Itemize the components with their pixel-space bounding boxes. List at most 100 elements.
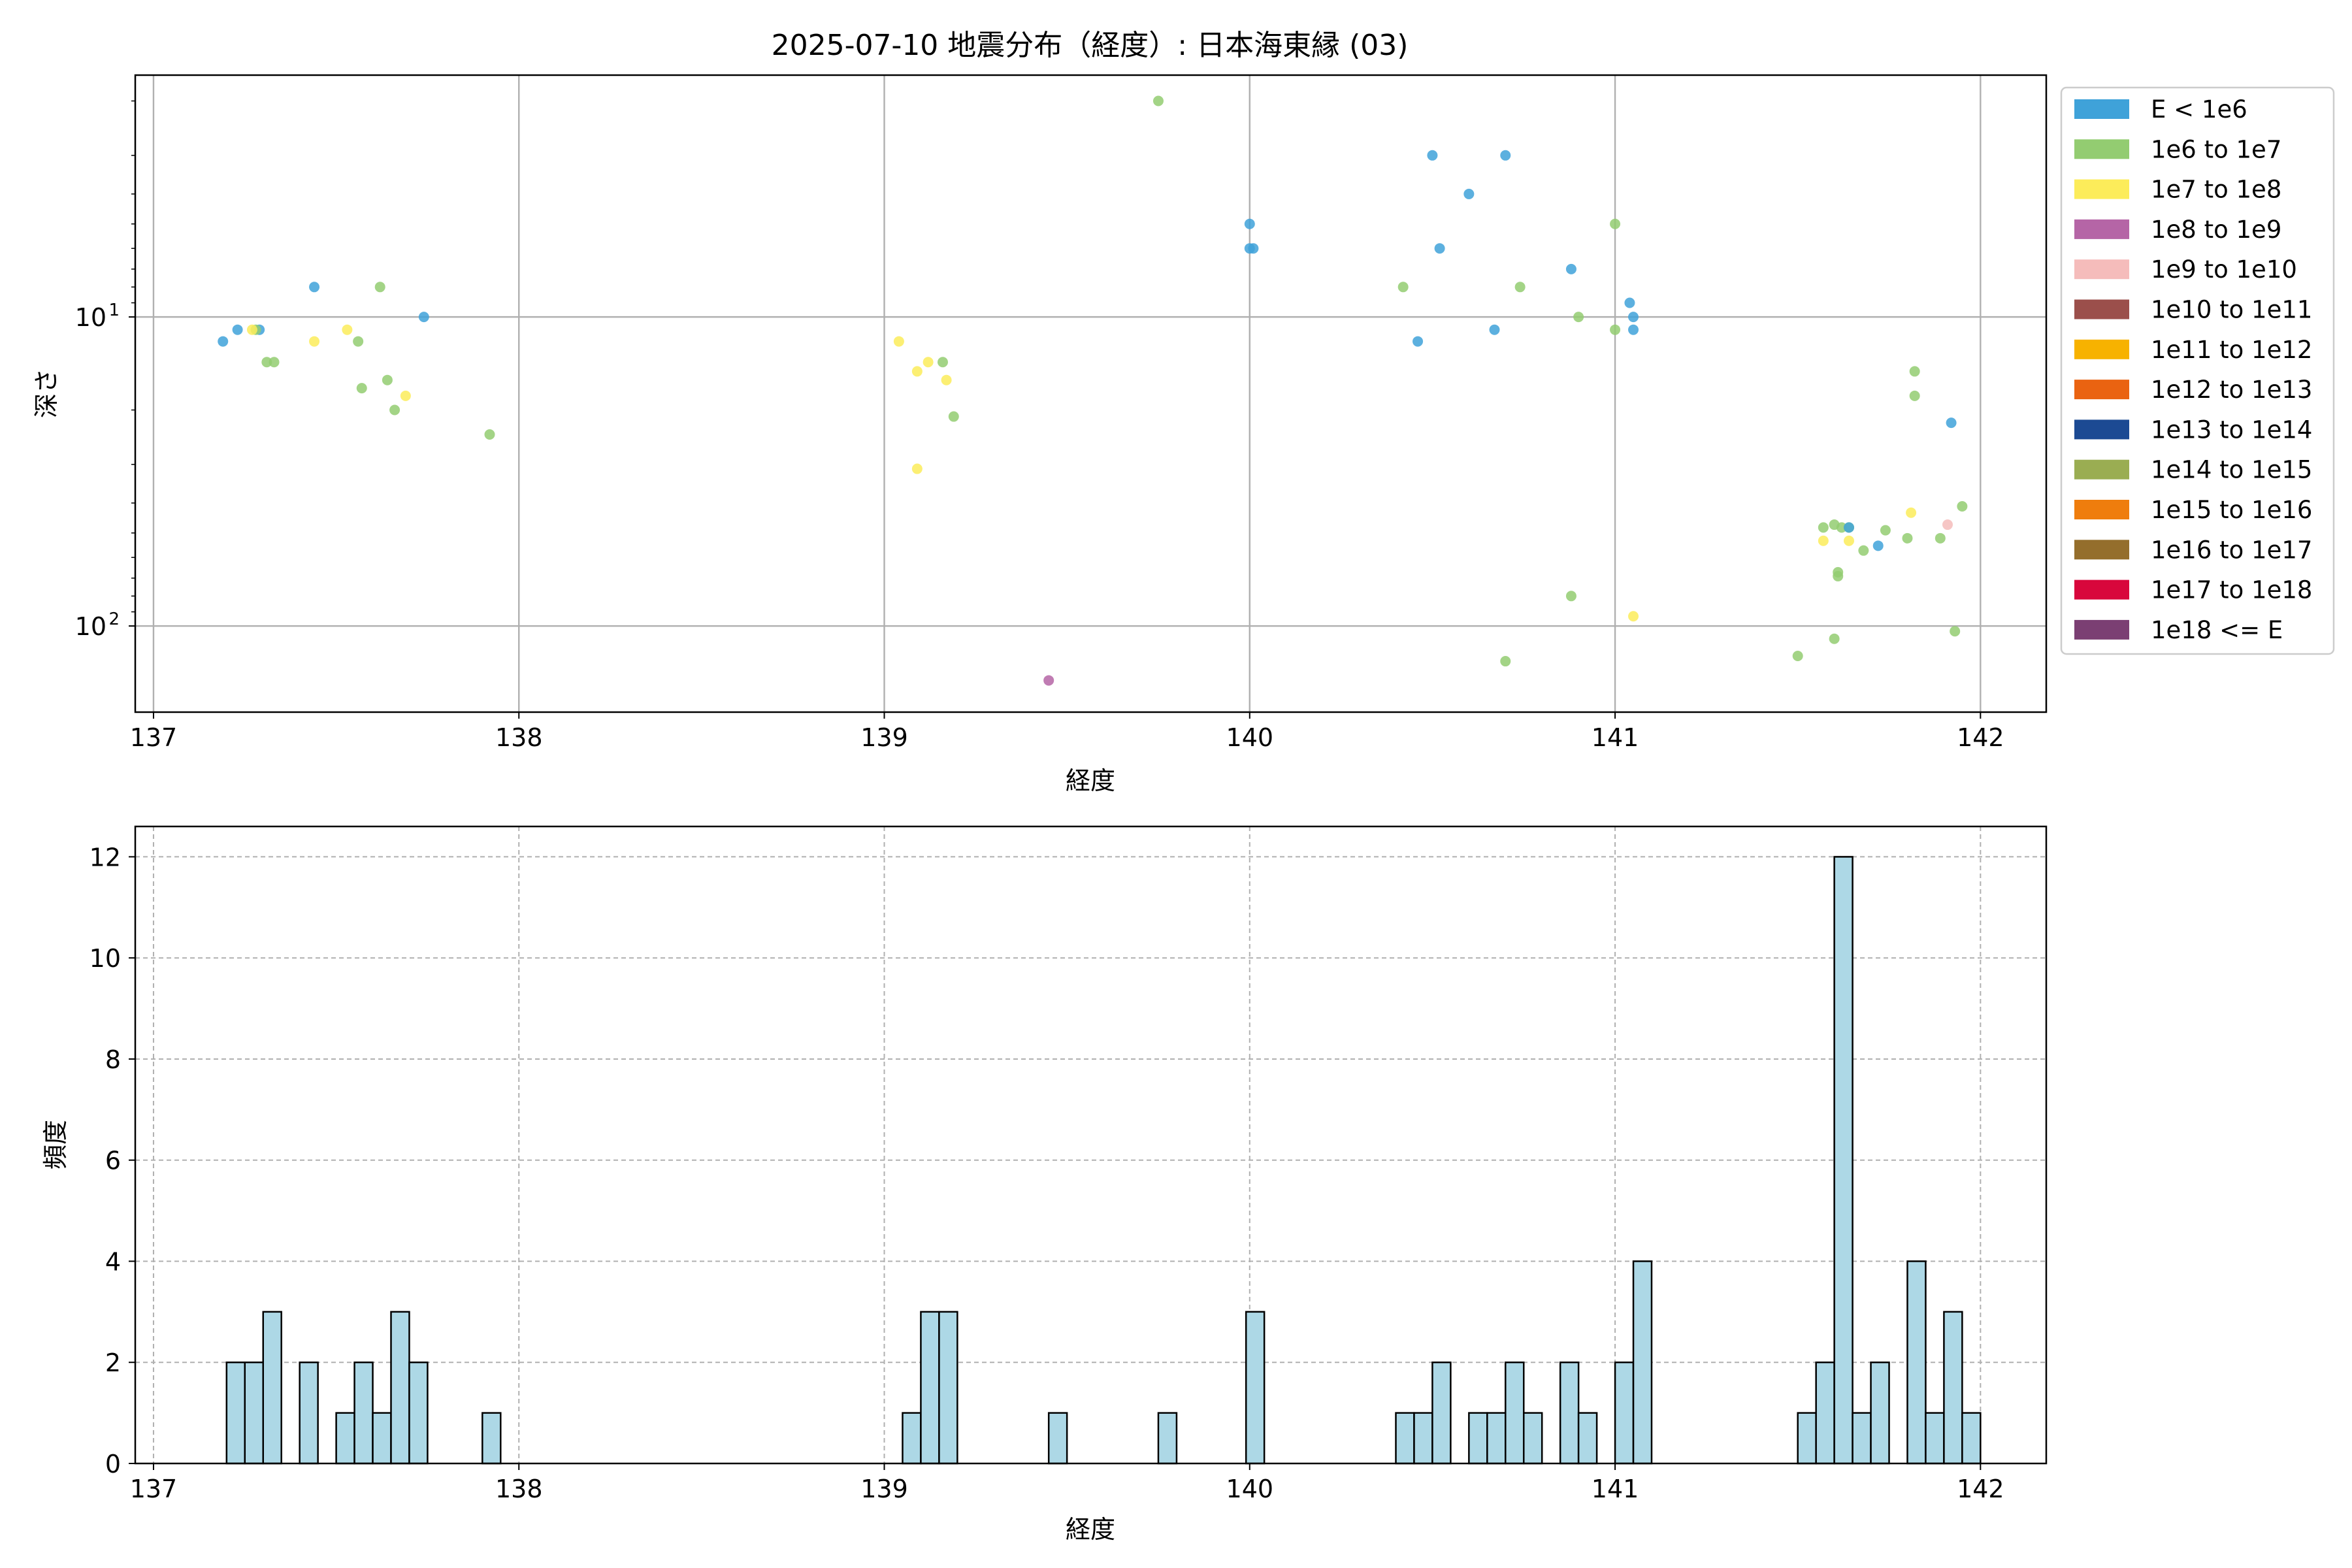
histogram-y-tick-label: 12: [90, 843, 121, 872]
scatter-point: [1950, 626, 1961, 637]
scatter-point: [1413, 336, 1424, 347]
legend-label: 1e13 to 1e14: [2151, 416, 2312, 444]
histogram-bar: [1943, 1311, 1963, 1465]
scatter-point: [246, 324, 257, 335]
scatter-point: [1909, 366, 1920, 377]
histogram-bar: [482, 1412, 502, 1465]
scatter-x-tick-label: 137: [130, 723, 178, 752]
scatter-point: [1610, 218, 1621, 229]
scatter-point: [400, 390, 411, 401]
histogram-bar: [1522, 1412, 1543, 1465]
legend-swatch: [2074, 619, 2129, 640]
scatter-plot-area: [135, 75, 2046, 712]
scatter-point: [1152, 95, 1164, 106]
scatter-point: [1624, 297, 1635, 308]
legend-swatch: [2074, 179, 2129, 199]
scatter-points: [218, 95, 1968, 686]
scatter-point: [1792, 650, 1803, 661]
scatter-point: [1489, 324, 1500, 335]
histogram-y-tick-label: 4: [105, 1247, 121, 1276]
scatter-point: [374, 282, 385, 293]
legend-swatch: [2074, 380, 2129, 400]
scatter-point: [911, 463, 923, 474]
histogram-bar: [1870, 1361, 1890, 1465]
legend-label: 1e8 to 1e9: [2151, 216, 2281, 244]
scatter-y-tick-label: 10: [75, 303, 106, 332]
histogram-bar: [1413, 1412, 1433, 1465]
scatter-point: [923, 357, 934, 368]
legend-swatch: [2074, 139, 2129, 159]
histogram-bar: [1431, 1361, 1452, 1465]
legend-label: 1e6 to 1e7: [2151, 135, 2281, 163]
histogram-bar: [1833, 856, 1854, 1465]
legend-label: E < 1e6: [2151, 95, 2247, 123]
histogram-bar: [390, 1311, 410, 1465]
histogram-bar: [1486, 1412, 1507, 1465]
histogram-y-tick-label: 6: [105, 1147, 121, 1175]
histogram-bars: [225, 856, 1982, 1465]
legend-label: 1e14 to 1e15: [2151, 456, 2312, 484]
histogram-bar: [1577, 1412, 1598, 1465]
histogram-y-ticks: 0 2 4 6 8 10 12: [90, 843, 135, 1478]
histogram-bar: [372, 1412, 392, 1465]
histogram-x-ticks: 137 138 139 140 141 142: [130, 1463, 2004, 1503]
histogram-bar: [938, 1311, 958, 1465]
scatter-x-tick-label: 138: [495, 723, 543, 752]
scatter-point: [1858, 545, 1869, 556]
scatter-point: [1843, 522, 1854, 533]
histogram-bar: [1559, 1361, 1580, 1465]
histogram-axes-frame: [134, 825, 2048, 1465]
histogram-x-tick-label: 141: [1592, 1475, 1639, 1503]
scatter-y-tick-exponent: 1: [108, 301, 120, 320]
scatter-point: [1434, 243, 1445, 254]
scatter-point: [1957, 500, 1968, 512]
scatter-point: [1514, 282, 1526, 293]
scatter-point: [218, 336, 229, 347]
legend-swatch: [2074, 259, 2129, 280]
figure-title: 2025-07-10 地震分布（経度）: 日本海東縁 (03): [772, 29, 1409, 62]
histogram-bar: [1797, 1412, 1817, 1465]
histogram-bar: [225, 1361, 246, 1465]
scatter-point: [1829, 633, 1840, 644]
histogram-y-tick-label: 8: [105, 1045, 121, 1074]
histogram-x-axis-label: 経度: [1066, 1515, 1115, 1544]
scatter-point: [937, 357, 948, 368]
histogram-bar: [1906, 1260, 1927, 1465]
histogram-y-tick-label: 0: [105, 1450, 121, 1478]
scatter-point: [484, 429, 495, 440]
histogram-bar: [920, 1311, 940, 1465]
histogram-x-tick-label: 137: [130, 1475, 178, 1503]
scatter-x-tick-label: 141: [1592, 723, 1639, 752]
legend-swatch: [2074, 540, 2129, 560]
scatter-point: [1565, 591, 1576, 602]
scatter-point: [261, 357, 272, 368]
scatter-point: [941, 374, 952, 385]
histogram-bar: [408, 1361, 429, 1465]
scatter-point: [1942, 519, 1953, 531]
histogram-bar: [1852, 1412, 1872, 1465]
legend-frame: [2060, 86, 2335, 655]
legend-label: 1e7 to 1e8: [2151, 176, 2281, 204]
histogram-x-tick-label: 142: [1957, 1475, 2004, 1503]
histogram-x-tick-label: 138: [495, 1475, 543, 1503]
scatter-axes-frame: [134, 74, 2048, 713]
legend-label: 1e18 <= E: [2151, 616, 2283, 644]
legend-swatch: [2074, 580, 2129, 600]
scatter-x-tick-label: 140: [1226, 723, 1274, 752]
energy-legend: E < 1e6 1e6 to 1e7 1e7 to 1e8 1e8 to 1e9 1e9…: [2060, 86, 2335, 655]
histogram-bar: [902, 1412, 922, 1465]
scatter-point: [1573, 312, 1584, 323]
scatter-point: [1628, 312, 1639, 323]
legend-label: 1e9 to 1e10: [2151, 255, 2297, 284]
scatter-point: [1946, 417, 1957, 429]
histogram-y-tick-label: 10: [90, 944, 121, 973]
histogram-bar: [1815, 1361, 1835, 1465]
scatter-point: [1628, 611, 1639, 622]
histogram-grid: [135, 826, 2046, 1464]
scatter-y-tick-exponent: 2: [108, 610, 120, 629]
scatter-point: [353, 336, 364, 347]
scatter-point: [1043, 675, 1054, 686]
histogram-x-tick-label: 139: [860, 1475, 908, 1503]
scatter-point: [1463, 188, 1475, 199]
